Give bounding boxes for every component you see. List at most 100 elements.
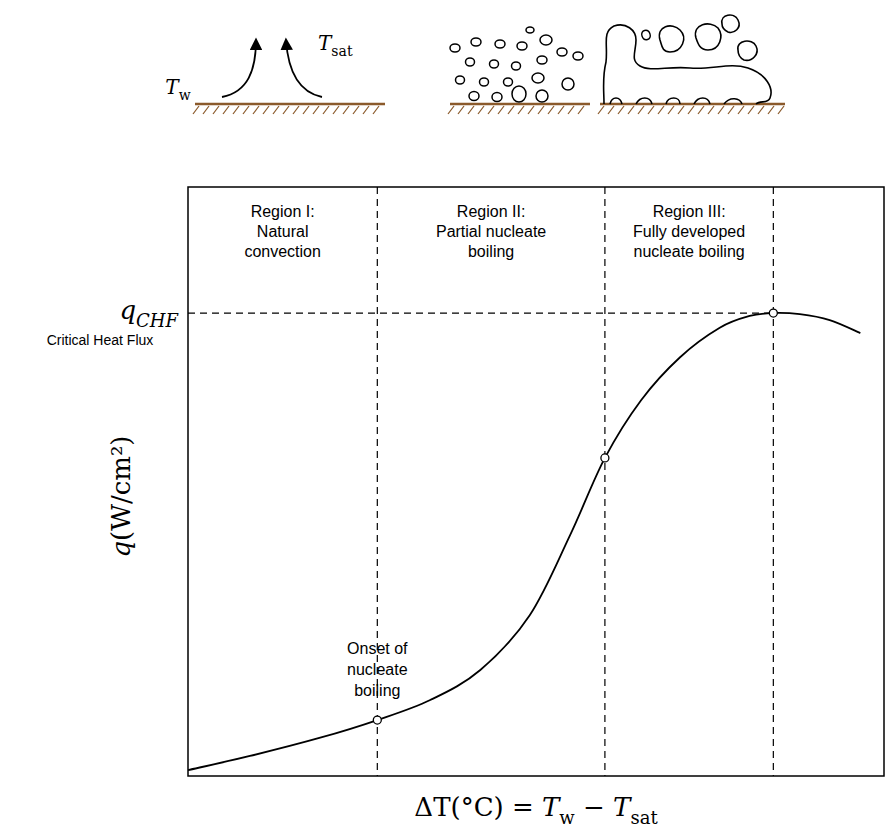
bubble [573, 52, 583, 60]
bubble [504, 78, 513, 86]
surface-hatch [628, 106, 634, 114]
onset-label: Onset of [347, 640, 408, 657]
vapor-blob [642, 30, 651, 39]
chf-symbol: qCHF [119, 295, 179, 331]
marked-point [769, 309, 777, 317]
x-axis-title-part: ΔT [414, 792, 451, 822]
surface-hatch [468, 106, 474, 114]
surface-hatch [333, 106, 339, 114]
surface-hatch [578, 106, 584, 114]
x-axis-title-part: − [575, 792, 613, 822]
surface-hatch [323, 106, 329, 114]
vapor-mass [604, 25, 772, 104]
vapor-blob [722, 15, 739, 32]
surface-hatch [293, 106, 299, 114]
y-axis-title: q(W/cm²) [106, 435, 136, 557]
surface-hatch [203, 106, 209, 114]
surface-hatch [373, 106, 379, 114]
surface-hatch [213, 106, 219, 114]
surface-hatch [538, 106, 544, 114]
marked-point [373, 716, 381, 724]
surface-hatch [568, 106, 574, 114]
surface-hatch [313, 106, 319, 114]
convection-arrow [222, 40, 256, 97]
plot-area [188, 309, 860, 770]
surface-hatch [458, 106, 464, 114]
bulk-temperature-label: Tsat [318, 31, 353, 59]
surface-hatch [758, 106, 764, 114]
surface-hatch [678, 106, 684, 114]
region-label: Region III: [653, 203, 726, 220]
marked-point [601, 454, 609, 462]
boiling-curve [188, 313, 860, 770]
region-boundary [773, 187, 774, 776]
bubble [471, 38, 481, 46]
region-label: Partial nucleate [436, 223, 546, 240]
x-axis-title-part: (°C) = [450, 792, 542, 822]
surface-hatch [708, 106, 714, 114]
surface-hatch [638, 106, 644, 114]
surface-hatch [728, 106, 734, 114]
surface-hatch [448, 106, 454, 114]
bubble [532, 73, 544, 83]
illustrations: TwTsat [165, 15, 785, 114]
surface-hatch [748, 106, 754, 114]
plot-frame [188, 187, 884, 776]
vapor-blob [738, 41, 757, 60]
surface-hatch [233, 106, 239, 114]
region-label: Fully developed [633, 223, 745, 240]
bubble [540, 35, 552, 45]
x-axis-title-part: T [613, 792, 632, 822]
surface-hatch [548, 106, 554, 114]
region-label: nucleate boiling [634, 243, 745, 260]
y-axis-title-part: (W/cm²) [106, 435, 136, 540]
bubble [450, 44, 460, 52]
bubble [537, 56, 547, 64]
bubble [536, 90, 548, 102]
surface-hatch [253, 106, 259, 114]
surface-hatch [518, 106, 524, 114]
heated-surface [195, 103, 385, 106]
x-axis-title-part: T [542, 792, 561, 822]
vapor-blob [659, 26, 683, 52]
surface-hatch [658, 106, 664, 114]
x-axis-title: ΔT(°C) = Tw − Tsat [414, 792, 658, 828]
surface-hatch [608, 106, 614, 114]
surface-hatch [363, 106, 369, 114]
chf-level [188, 312, 773, 313]
surface-hatch [648, 106, 654, 114]
x-axis-title-part: w [559, 807, 575, 828]
chf-symbol-part: CHF [136, 310, 179, 331]
onset-label: nucleate [347, 661, 408, 678]
region-label: Region II: [457, 203, 525, 220]
region-label: Region I: [251, 203, 315, 220]
surface-hatch [558, 106, 564, 114]
surface-hatch [498, 106, 504, 114]
chf-symbol-part: q [119, 295, 136, 325]
surface-hatch [478, 106, 484, 114]
bubble [492, 93, 502, 102]
bubble [526, 27, 534, 33]
region-label: Natural [257, 223, 309, 240]
vapor-blob [695, 24, 720, 50]
bubble [469, 92, 479, 101]
surface-hatch [598, 106, 604, 114]
bubble [495, 40, 505, 48]
chart: TwTsatRegion I:NaturalconvectionRegion I… [0, 0, 888, 832]
surface-hatch [273, 106, 279, 114]
surface-hatch [353, 106, 359, 114]
bubble [562, 78, 574, 90]
surface-hatch [738, 106, 744, 114]
bubble [557, 48, 567, 56]
bubble [517, 42, 527, 50]
wall-temperature-label-part: w [179, 87, 191, 103]
surface-hatch [688, 106, 694, 114]
bubble [456, 76, 465, 84]
surface-hatch [303, 106, 309, 114]
surface-hatch [283, 106, 289, 114]
surface-hatch [528, 106, 534, 114]
bubble [466, 58, 475, 66]
region-boundary [604, 187, 605, 776]
surface-hatch [508, 106, 514, 114]
bubble [480, 78, 489, 86]
